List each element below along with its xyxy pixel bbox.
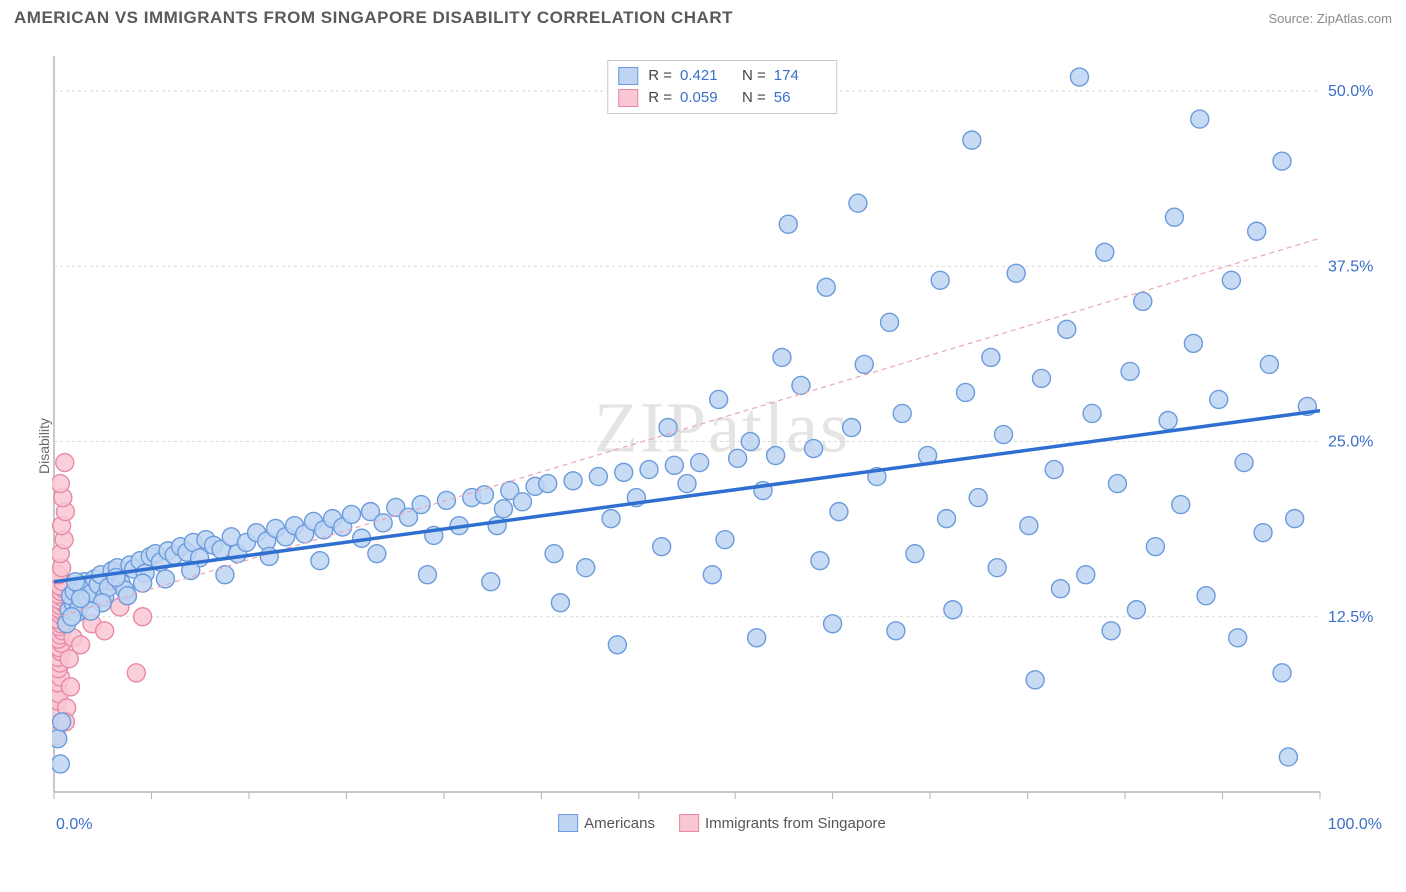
- scatter-plot: 12.5% 25.0% 37.5% 50.0%: [52, 54, 1392, 834]
- legend-item-immigrants: Immigrants from Singapore: [679, 814, 886, 832]
- title-bar: AMERICAN VS IMMIGRANTS FROM SINGAPORE DI…: [0, 0, 1406, 32]
- chart-title: AMERICAN VS IMMIGRANTS FROM SINGAPORE DI…: [14, 8, 733, 28]
- legend-row-series-a: R = 0.421 N = 174: [618, 65, 826, 87]
- legend-n-label: N =: [742, 65, 766, 87]
- legend-r-value-immigrants: 0.059: [680, 87, 732, 109]
- legend-n-label: N =: [742, 87, 766, 109]
- svg-text:50.0%: 50.0%: [1328, 83, 1373, 100]
- legend-swatch-americans: [618, 67, 638, 85]
- legend-r-value-americans: 0.421: [680, 65, 732, 87]
- x-axis-min-label: 0.0%: [56, 816, 92, 834]
- legend-n-value-immigrants: 56: [774, 87, 826, 109]
- svg-text:12.5%: 12.5%: [1328, 609, 1373, 626]
- x-axis-max-label: 100.0%: [1328, 816, 1382, 834]
- svg-text:37.5%: 37.5%: [1328, 258, 1373, 275]
- series-legend: Americans Immigrants from Singapore: [558, 814, 886, 832]
- svg-text:25.0%: 25.0%: [1328, 434, 1373, 451]
- correlation-legend: R = 0.421 N = 174 R = 0.059 N = 56: [607, 60, 837, 114]
- legend-r-label: R =: [648, 87, 672, 109]
- legend-label-immigrants: Immigrants from Singapore: [705, 815, 886, 832]
- source-attribution: Source: ZipAtlas.com: [1268, 11, 1392, 26]
- y-axis-label: Disability: [36, 418, 52, 474]
- legend-swatch-immigrants: [618, 89, 638, 107]
- legend-row-series-b: R = 0.059 N = 56: [618, 87, 826, 109]
- legend-swatch-americans: [558, 814, 578, 832]
- legend-swatch-immigrants: [679, 814, 699, 832]
- source-prefix: Source:: [1268, 11, 1316, 26]
- legend-n-value-americans: 174: [774, 65, 826, 87]
- legend-item-americans: Americans: [558, 814, 655, 832]
- chart-area: ZIPatlas 12.5%25.0%37.5%50.0% R = 0.421 …: [52, 54, 1392, 834]
- legend-label-americans: Americans: [584, 815, 655, 832]
- legend-r-label: R =: [648, 65, 672, 87]
- source-name: ZipAtlas.com: [1317, 11, 1392, 26]
